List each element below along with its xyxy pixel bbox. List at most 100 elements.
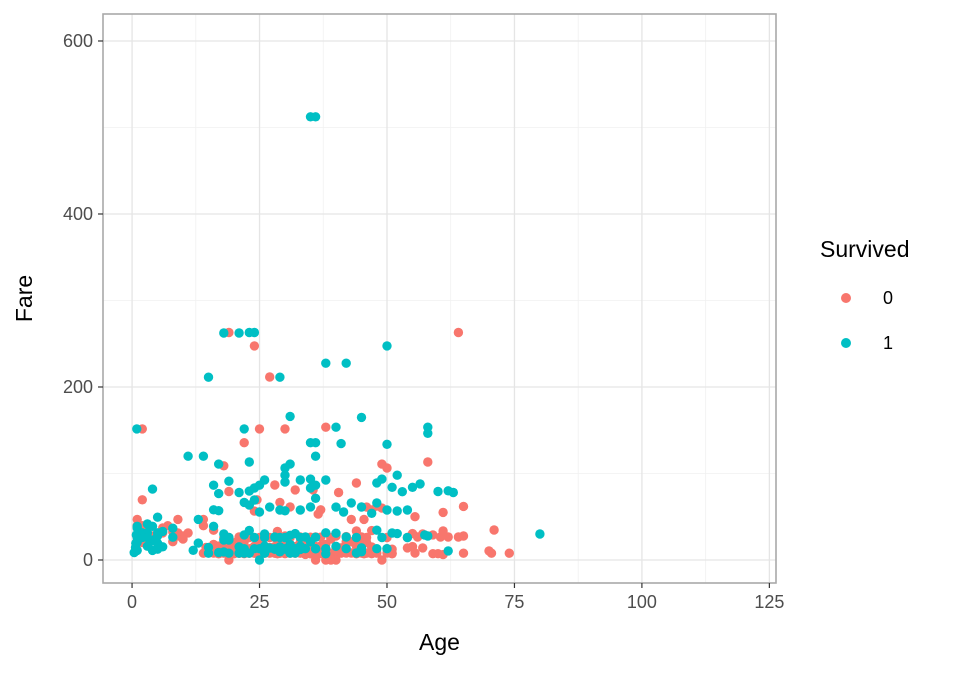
data-point-survived-1 <box>152 544 163 554</box>
data-point-survived-1 <box>331 528 341 538</box>
data-point-survived-1 <box>132 545 142 556</box>
data-point-survived-0 <box>489 525 499 535</box>
x-axis-title: Age <box>419 629 460 655</box>
legend: Survived 0 1 <box>820 236 909 353</box>
data-point-survived-0 <box>249 341 260 351</box>
x-tick-label: 100 <box>627 592 657 612</box>
data-point-survived-1 <box>295 505 305 515</box>
data-point-survived-0 <box>410 548 420 558</box>
data-point-survived-0 <box>458 531 469 541</box>
data-point-survived-0 <box>433 549 443 559</box>
data-point-survived-1 <box>219 328 229 338</box>
x-tick-label: 0 <box>127 592 137 612</box>
legend-label-survived-1: 1 <box>883 333 893 353</box>
data-point-survived-0 <box>359 514 369 525</box>
data-point-survived-1 <box>280 506 290 516</box>
data-point-survived-1 <box>397 487 407 497</box>
data-point-survived-1 <box>234 487 244 498</box>
data-point-survived-1 <box>183 451 193 461</box>
data-point-survived-1 <box>372 544 382 554</box>
data-point-survived-0 <box>438 526 448 536</box>
data-point-survived-1 <box>214 547 224 558</box>
data-point-survived-1 <box>346 498 356 508</box>
data-point-survived-1 <box>203 372 214 382</box>
x-tick-label: 50 <box>377 592 397 612</box>
data-point-survived-1 <box>310 493 321 503</box>
data-point-survived-1 <box>387 528 397 538</box>
data-point-survived-1 <box>420 530 430 540</box>
data-point-survived-0 <box>484 546 494 556</box>
data-point-survived-1 <box>372 525 382 535</box>
legend-title: Survived <box>820 236 909 262</box>
data-point-survived-1 <box>377 474 387 484</box>
data-point-survived-1 <box>356 547 367 557</box>
data-point-survived-0 <box>423 457 433 467</box>
data-point-survived-1 <box>310 112 321 122</box>
data-point-survived-0 <box>265 372 275 382</box>
data-point-survived-1 <box>152 531 163 541</box>
data-point-survived-0 <box>280 424 290 434</box>
data-point-survived-1 <box>331 502 341 512</box>
y-tick-label: 600 <box>63 31 93 51</box>
legend-dot-survived-0 <box>841 293 851 303</box>
data-point-survived-0 <box>458 548 469 558</box>
data-point-survived-1 <box>351 532 362 543</box>
data-point-survived-1 <box>249 327 260 338</box>
data-point-survived-1 <box>392 470 402 480</box>
data-point-survived-0 <box>254 424 265 434</box>
data-point-survived-1 <box>265 502 275 512</box>
panel-border <box>102 13 777 584</box>
data-point-survived-1 <box>168 532 178 542</box>
data-point-survived-1 <box>331 541 341 551</box>
panel-background <box>103 14 776 583</box>
data-point-survived-1 <box>259 547 270 558</box>
data-point-survived-1 <box>239 424 249 434</box>
data-point-survived-1 <box>295 544 305 555</box>
data-point-survived-1 <box>321 475 331 485</box>
data-point-survived-0 <box>224 486 234 497</box>
data-point-survived-1 <box>423 428 433 438</box>
data-point-survived-1 <box>377 532 387 543</box>
data-point-survived-1 <box>208 480 219 490</box>
data-point-survived-0 <box>173 514 183 525</box>
data-point-survived-1 <box>244 525 254 536</box>
data-point-survived-1 <box>132 523 142 533</box>
data-point-survived-1 <box>203 548 214 558</box>
data-point-survived-1 <box>372 498 382 508</box>
x-tick-label: 25 <box>250 592 270 612</box>
data-point-survived-0 <box>132 514 142 525</box>
data-point-survived-1 <box>147 484 158 494</box>
data-point-survived-1 <box>341 532 351 542</box>
data-point-survived-0 <box>418 543 428 553</box>
data-point-survived-1 <box>132 424 142 434</box>
data-point-survived-0 <box>313 509 323 519</box>
data-point-survived-1 <box>285 411 295 422</box>
x-tick-label: 125 <box>754 592 784 612</box>
data-point-survived-0 <box>458 501 469 512</box>
data-point-survived-1 <box>259 475 270 485</box>
data-point-survived-1 <box>382 439 392 449</box>
data-point-survived-0 <box>310 555 321 565</box>
data-point-survived-1 <box>254 555 265 565</box>
legend-label-survived-0: 0 <box>883 288 893 308</box>
data-point-survived-1 <box>152 512 163 522</box>
data-point-survived-1 <box>275 547 285 557</box>
data-point-survived-1 <box>244 548 254 558</box>
data-point-survived-1 <box>321 528 331 538</box>
data-point-survived-1 <box>392 506 402 516</box>
data-point-survived-1 <box>382 505 392 515</box>
data-point-survived-0 <box>412 532 423 542</box>
data-point-survived-1 <box>341 358 351 368</box>
y-tick-label: 400 <box>63 204 93 224</box>
y-tick-label: 200 <box>63 377 93 397</box>
data-point-survived-1 <box>382 341 392 351</box>
data-point-survived-1 <box>214 506 224 516</box>
data-point-survived-1 <box>244 500 254 510</box>
data-point-survived-0 <box>410 512 420 522</box>
data-point-survived-0 <box>377 555 387 565</box>
data-point-survived-1 <box>280 463 290 473</box>
data-point-survived-1 <box>382 544 392 554</box>
data-point-survived-1 <box>310 451 321 461</box>
data-point-survived-1 <box>244 486 254 496</box>
